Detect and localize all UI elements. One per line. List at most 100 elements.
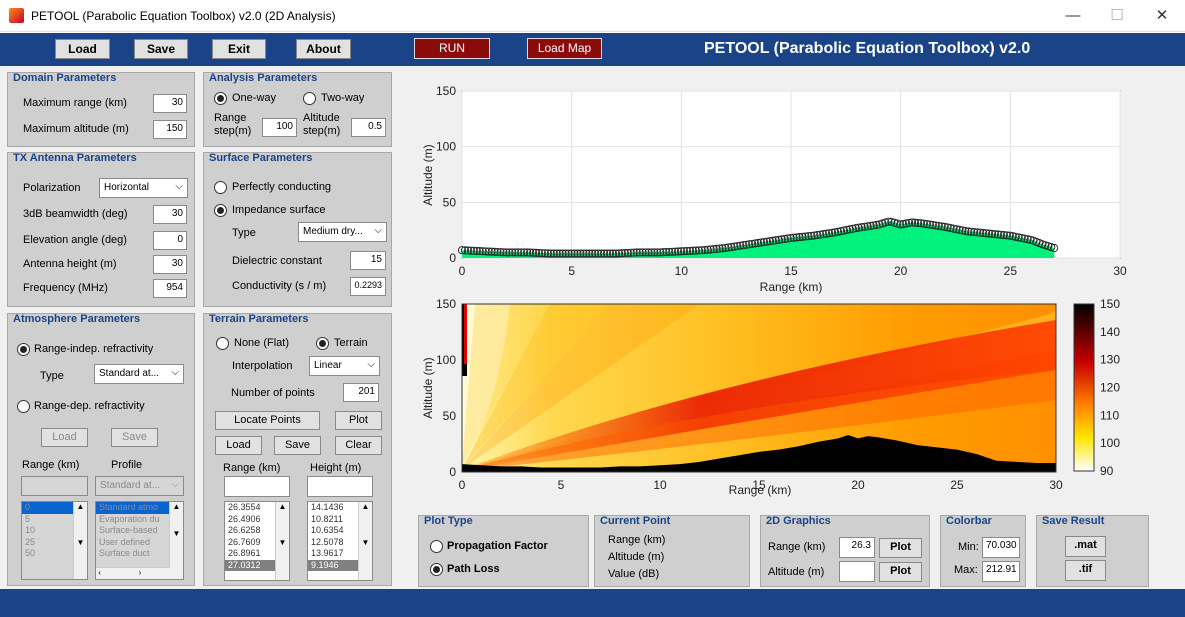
dielectric-input[interactable]: 15 (350, 251, 386, 270)
terrain-marker (605, 249, 615, 258)
atmosphere-load-button[interactable]: Load (41, 428, 88, 447)
range-step-input[interactable]: 100 (262, 118, 297, 137)
graphics-range-plot-button[interactable]: Plot (879, 538, 922, 558)
surface-type-select[interactable]: Medium dry... ⌵ (298, 222, 387, 242)
atmosphere-type-label: Type (40, 370, 64, 382)
atmosphere-save-button[interactable]: Save (111, 428, 158, 447)
list-item[interactable]: Surface-based (99, 525, 158, 535)
load-button[interactable]: Load (55, 39, 110, 59)
list-item[interactable]: User defined (99, 536, 151, 547)
list-item[interactable]: 12.5078 (311, 536, 344, 547)
terrain-marker (979, 228, 988, 238)
list-item[interactable]: 13.9617 (311, 548, 344, 558)
save-button[interactable]: Save (134, 39, 188, 59)
about-button[interactable]: About (296, 39, 351, 59)
perfectly-conducting-radio[interactable] (214, 181, 227, 194)
terrain-marker (561, 249, 570, 258)
locate-points-button[interactable]: Locate Points (215, 411, 320, 430)
two-way-radio[interactable] (303, 92, 316, 105)
list-item[interactable]: 26.4906 (228, 513, 261, 524)
exit-button[interactable]: Exit (212, 39, 266, 59)
heatmap-x-ticks: 0 5 10 15 20 25 30 (459, 478, 1063, 492)
close-button[interactable]: ✕ (1155, 7, 1169, 24)
range-indep-radio[interactable] (17, 343, 30, 356)
terrain-range-input[interactable] (224, 476, 290, 497)
none-flat-radio[interactable] (216, 337, 229, 350)
terrain-load-button[interactable]: Load (215, 436, 262, 455)
list-item[interactable]: 25 (25, 536, 36, 547)
atmosphere-type-select[interactable]: Standard at... ⌵ (94, 364, 184, 384)
vertical-scrollbar[interactable]: ▲ ▼ (358, 502, 372, 580)
terrain-markers (457, 217, 1059, 258)
impedance-surface-radio[interactable] (214, 204, 227, 217)
load-map-button[interactable]: Load Map (527, 38, 602, 59)
save-mat-button[interactable]: .mat (1065, 536, 1106, 557)
frequency-input[interactable]: 954 (153, 279, 187, 298)
list-item[interactable]: 26.3554 (228, 502, 261, 512)
terrain-marker (896, 220, 905, 229)
antenna-height-input[interactable]: 30 (153, 255, 187, 274)
terrain-plot-button[interactable]: Plot (335, 411, 382, 430)
list-item[interactable]: 14.1436 (311, 502, 344, 512)
graphics-altitude-plot-button[interactable]: Plot (879, 562, 922, 582)
app-title: PETOOL (Parabolic Equation Toolbox) v2.0 (704, 40, 1031, 57)
list-item[interactable]: 27.0312 (225, 559, 289, 571)
graphics-altitude-input[interactable] (839, 561, 875, 582)
list-item[interactable]: 10.6354 (311, 525, 344, 535)
horizontal-scrollbar[interactable]: ‹ › (96, 567, 170, 579)
minimize-button[interactable]: — (1065, 7, 1081, 24)
vertical-scrollbar[interactable]: ▲ ▼ (169, 502, 183, 579)
terrain-clear-button[interactable]: Clear (335, 436, 382, 455)
terrain-save-button[interactable]: Save (274, 436, 321, 455)
list-item[interactable]: 10.8211 (311, 513, 343, 524)
range-dep-radio[interactable] (17, 400, 30, 413)
graphics-range-input[interactable]: 26.3 (839, 537, 875, 558)
number-of-points-input[interactable]: 201 (343, 383, 379, 402)
list-item[interactable]: 26.6258 (228, 525, 261, 535)
atmosphere-profile-list[interactable]: Standard atmo Evaporation du Surface-bas… (95, 501, 184, 580)
max-range-input[interactable]: 30 (153, 94, 187, 113)
colorbar-min-input[interactable]: 70.030 (982, 537, 1020, 558)
save-result-panel: Save Result .mat .tif (1036, 515, 1149, 587)
terrain-height-list[interactable]: 14.1436 10.8211 10.6354 12.5078 13.9617 … (307, 501, 373, 581)
list-item[interactable]: 10 (25, 525, 36, 535)
terrain-height-input[interactable] (307, 476, 373, 497)
atmosphere-range-list[interactable]: 0 5 10 25 50 ▲ ▼ (21, 501, 88, 580)
terrain-marker (721, 243, 730, 252)
vertical-scrollbar[interactable]: ▲ ▼ (275, 502, 289, 580)
range-input[interactable] (21, 476, 88, 496)
list-item[interactable]: 26.8961 (228, 548, 261, 558)
terrain-radio[interactable] (316, 337, 329, 350)
terrain-marker (594, 249, 603, 258)
maximize-button[interactable]: ☐ (1110, 7, 1124, 24)
list-item[interactable]: 0 (22, 502, 87, 514)
conductivity-input[interactable]: 0.2293 (350, 277, 386, 296)
save-tif-button[interactable]: .tif (1065, 560, 1106, 581)
elevation-angle-input[interactable]: 0 (153, 231, 187, 250)
vertical-scrollbar[interactable]: ▲ ▼ (73, 502, 87, 579)
polarization-select[interactable]: Horizontal ⌵ (99, 178, 188, 198)
list-item[interactable]: 5 (25, 513, 31, 524)
profile-select[interactable]: Standard at... ⌵ (95, 476, 184, 496)
terrain-marker (943, 223, 952, 232)
propagation-factor-radio[interactable] (430, 540, 443, 553)
list-item[interactable]: Standard atmo (96, 502, 183, 514)
max-altitude-input[interactable]: 150 (153, 120, 187, 139)
altitude-step-input[interactable]: 0.5 (351, 118, 386, 137)
path-loss-radio[interactable] (430, 563, 443, 576)
colorbar-max-input[interactable]: 212.91 (982, 561, 1020, 582)
one-way-radio[interactable] (214, 92, 227, 105)
list-item[interactable]: Evaporation du (99, 513, 160, 524)
list-item[interactable]: 50 (25, 548, 36, 558)
list-item[interactable]: 9.1946 (308, 559, 372, 571)
terrain-marker (822, 229, 831, 238)
terrain-marker (987, 229, 997, 238)
list-item[interactable]: 26.7609 (228, 536, 261, 547)
terrain-range-list[interactable]: 26.3554 26.4906 26.6258 26.7609 26.8961 … (224, 501, 290, 581)
list-item[interactable]: Surface duct (99, 548, 150, 558)
interpolation-select[interactable]: Linear ⌵ (309, 356, 380, 376)
run-button[interactable]: RUN (414, 38, 490, 59)
panel-title: Atmosphere Parameters (13, 313, 141, 325)
beamwidth-input[interactable]: 30 (153, 205, 187, 224)
